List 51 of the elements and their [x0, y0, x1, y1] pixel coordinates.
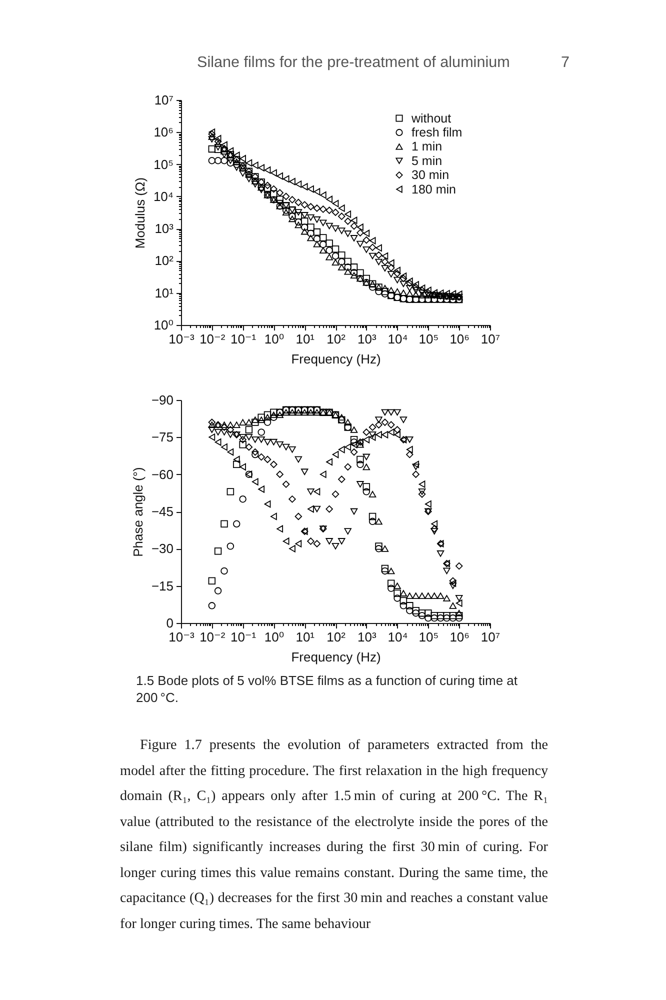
- y-tick-label: 10⁰: [154, 318, 174, 332]
- text: Silane films for the pre-treatment of aluminium: [197, 54, 510, 72]
- y-tick-label: 10²: [154, 253, 174, 268]
- x-tick-label: 10⁴: [388, 630, 408, 644]
- x-tick-label: 10⁻³: [168, 332, 195, 346]
- y-tick-label: 10³: [154, 221, 174, 236]
- x-tick-label: 10²: [326, 630, 346, 644]
- y-tick-label: −30: [151, 541, 174, 556]
- y-axis-title: Phase angle (°): [130, 467, 146, 557]
- x-tick-label: 10⁷: [480, 332, 500, 346]
- y-tick-label: 10⁷: [154, 92, 174, 108]
- x-tick-label: 10⁷: [480, 630, 500, 644]
- x-tick-label: 10⁶: [450, 332, 470, 346]
- legend-label: 5 min: [412, 154, 442, 168]
- y-tick-label: −15: [151, 578, 174, 594]
- y-tick-label: −60: [151, 466, 174, 482]
- x-tick-label: 10⁻³: [168, 630, 195, 644]
- x-tick-label: 10⁻¹: [230, 630, 257, 644]
- text: 1.5 Bode plots of 5 vol% BTSE films as a function of curing time at 200 °C.: [136, 672, 519, 706]
- legend-label: 180 min: [412, 182, 456, 196]
- legend-label: fresh film: [412, 125, 462, 140]
- legend-label: without: [410, 111, 452, 126]
- x-tick-label: 10⁻²: [200, 630, 226, 644]
- x-tick-label: 10¹: [296, 332, 316, 346]
- x-tick-label: 10⁵: [418, 630, 439, 644]
- y-tick-label: −45: [151, 504, 174, 519]
- legend-label: 30 min: [412, 168, 450, 182]
- y-tick-label: 10⁴: [153, 188, 174, 204]
- x-tick-label: 10⁵: [418, 332, 439, 346]
- y-tick-label: 10⁶: [154, 124, 174, 140]
- y-axis-title: Modulus (Ω): [132, 177, 148, 249]
- text: 7: [561, 54, 570, 72]
- x-tick-label: 10⁴: [388, 332, 408, 346]
- legend-label: 1 min: [412, 140, 442, 154]
- y-tick-label: 10⁵: [154, 156, 174, 172]
- y-tick-label: 10¹: [154, 285, 174, 300]
- x-tick-label: 10²: [326, 332, 346, 346]
- x-axis-title: Frequency (Hz): [291, 650, 381, 664]
- x-tick-label: 10⁰: [264, 630, 284, 644]
- y-tick-label: −75: [151, 430, 174, 445]
- x-tick-label: 10³: [358, 630, 377, 644]
- y-tick-label: 0: [166, 616, 174, 630]
- x-tick-label: 10⁻¹: [230, 332, 257, 346]
- x-axis-title: Frequency (Hz): [291, 352, 381, 366]
- y-tick-label: −90: [151, 392, 174, 408]
- x-tick-label: 10⁰: [264, 332, 284, 346]
- caption: Figure 1.7 presents the evolution of parameters extracted from the model after the fitting procedure. The first relaxation in the high frequency domain (R₁, C₁) appears only after 1.5 min of curing at 200 °C. The R₁ value (attributed to the resistance of the electrolyte inside the pores of the silane film) significantly increases during the first 30 min of curing. For longer curing times this value remains constant. During the same time, the capacitance (Q₁) decreases for the first 30 min and reaches a constant value for longer curing times. The same behaviour: [120, 736, 548, 934]
- x-tick-label: 10³: [358, 332, 377, 346]
- x-tick-label: 10¹: [296, 630, 316, 644]
- x-tick-label: 10⁶: [450, 630, 470, 644]
- x-tick-label: 10⁻²: [200, 332, 226, 346]
